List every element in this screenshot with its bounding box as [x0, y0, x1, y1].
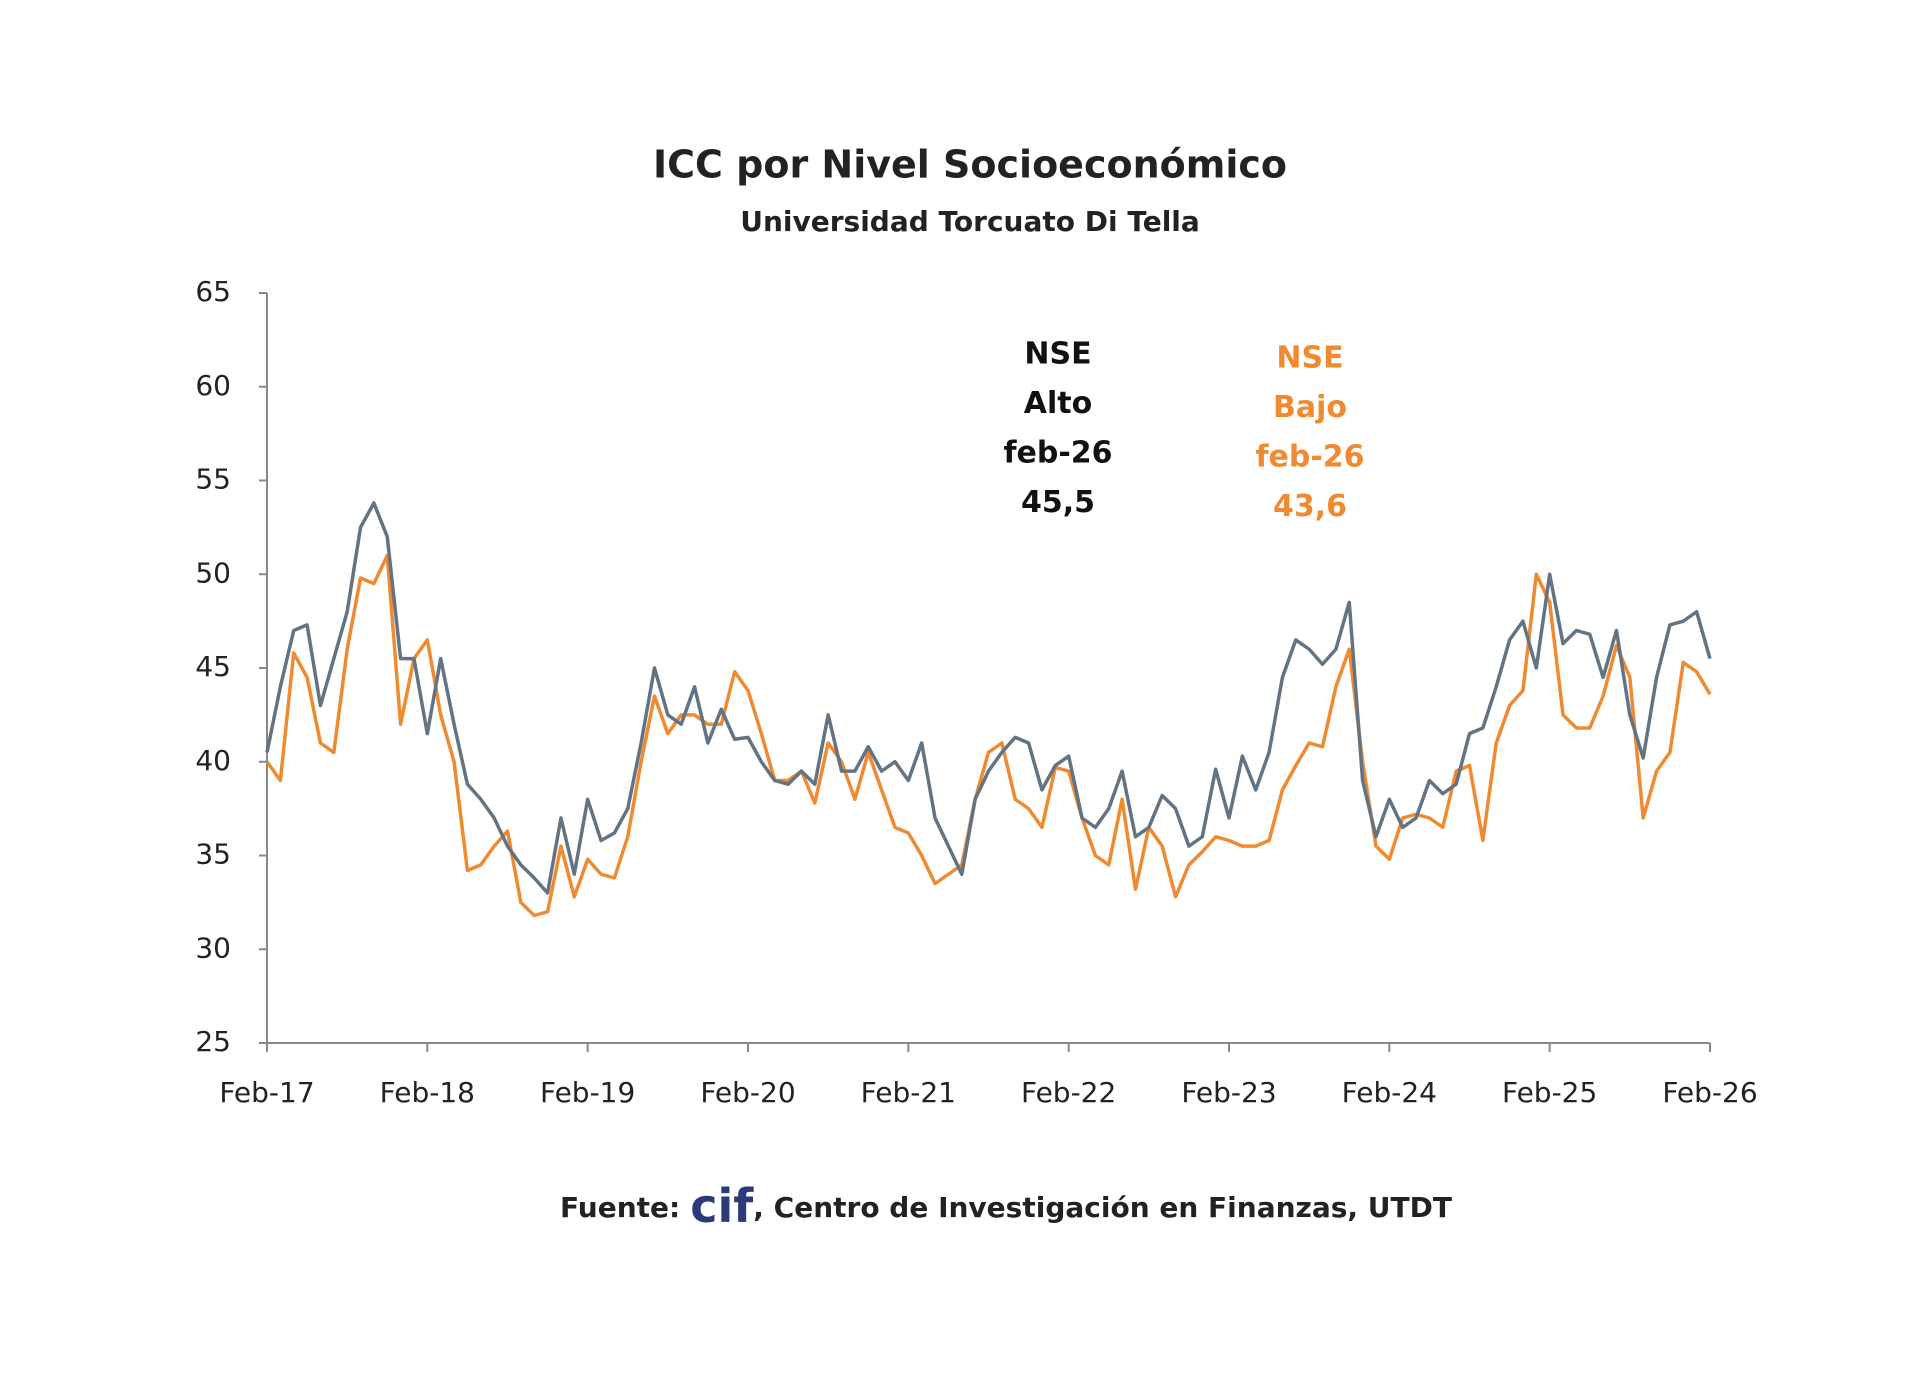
y-tick-label: 40	[195, 744, 231, 777]
x-tick-label: Feb-26	[1662, 1076, 1757, 1109]
annotation: 45,5	[1021, 485, 1095, 520]
chart-subtitle: Universidad Torcuato Di Tella	[740, 205, 1200, 238]
line-series	[265, 501, 1712, 895]
annotation: NSE	[1024, 337, 1091, 372]
x-tick-label: Feb-19	[540, 1076, 635, 1109]
annotation: feb-26	[1255, 440, 1364, 475]
x-tick-label: Feb-20	[700, 1076, 795, 1109]
y-tick-label: 25	[195, 1025, 231, 1058]
source-note: Fuente: cif, Centro de Investigación en F…	[560, 1179, 1452, 1233]
y-tick-label: 35	[195, 838, 231, 871]
y-tick-label: 45	[195, 650, 231, 683]
x-tick-label: Feb-25	[1502, 1076, 1597, 1109]
y-tick-label: 60	[195, 369, 231, 402]
chart-title: ICC por Nivel Socioeconómico	[653, 143, 1287, 187]
x-tick-label: Feb-23	[1181, 1076, 1276, 1109]
x-tick-label: Feb-17	[219, 1076, 314, 1109]
x-tick-label: Feb-24	[1342, 1076, 1437, 1109]
source-prefix: Fuente:	[560, 1191, 680, 1224]
y-tick-label: 65	[195, 275, 231, 308]
y-tick-label: 50	[195, 556, 231, 589]
annotation: NSE	[1276, 341, 1343, 376]
y-tick-label: 55	[195, 463, 231, 496]
x-tick-label: Feb-22	[1021, 1076, 1116, 1109]
annotation: 43,6	[1273, 489, 1347, 524]
annotation: Bajo	[1273, 390, 1347, 425]
annotation: Alto	[1024, 386, 1092, 421]
annotation: feb-26	[1003, 436, 1112, 471]
source-logo: cif	[690, 1179, 754, 1233]
x-tick-label: Feb-21	[861, 1076, 956, 1109]
y-tick-label: 30	[195, 931, 231, 964]
line-series	[265, 553, 1712, 918]
x-tick-label: Feb-18	[380, 1076, 475, 1109]
source-text: , Centro de Investigación en Finanzas, U…	[753, 1191, 1452, 1224]
